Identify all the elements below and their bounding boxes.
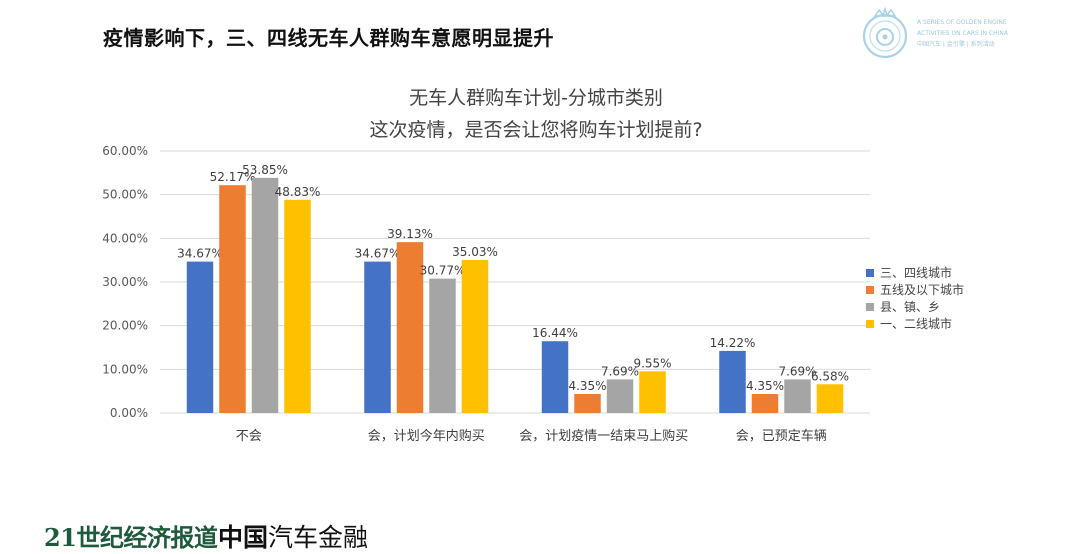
y-tick-label: 40.00% [102,231,148,245]
bar [461,260,489,413]
bar [574,394,601,413]
bar [606,379,634,413]
legend-swatch [866,268,874,277]
x-tick-label: 会，计划今年内购买 [368,428,485,444]
footer-brand-rest: 汽车金融 [268,523,369,552]
bar [816,384,844,413]
y-tick-label: 20.00% [102,319,148,333]
data-label: 34.67% [177,247,223,261]
data-label: 39.13% [387,227,433,241]
y-tick-label: 30.00% [102,275,148,289]
footer-brand-china-auto-finance: 中国汽车金融 [218,518,368,554]
data-label: 53.85% [242,163,288,177]
logo-line-3: 中国汽车 | 金引擎 | 系列活动 [917,41,995,48]
legend-label: 一、二线城市 [880,317,953,331]
legend-item: 县、镇、乡 [866,298,964,315]
chart-title: 无车人群购车计划-分城市类别 [409,87,663,109]
chart-subtitle: 这次疫情，是否会让您将购车计划提前? [369,119,703,141]
slide-title: 疫情影响下，三、四线无车人群购车意愿明显提升 [103,26,554,50]
x-tick-label: 会，计划疫情一结束马上购买 [519,428,688,444]
footer-brand-strong: 中国 [218,523,269,552]
legend-swatch [866,319,874,328]
legend-swatch [866,302,874,311]
bar [751,394,779,413]
data-label: 7.69% [778,364,816,378]
bar [284,199,311,413]
x-tick-label: 会，已预定车辆 [736,428,827,444]
data-label: 52.17% [210,170,256,184]
legend-item: 五线及以下城市 [866,281,964,298]
data-label: 9.55% [633,356,671,370]
legend-item: 三、四线城市 [866,264,964,281]
data-label: 14.22% [710,336,756,350]
footer-brand-21st-century: 21世纪经济报道 [44,523,218,552]
data-label: 6.58% [811,369,849,383]
logo-line-1: A SERIES OF GOLDEN ENGINE [917,19,1007,26]
legend-label: 三、四线城市 [880,266,953,280]
legend-item: 一、二线城市 [866,315,964,332]
y-tick-label: 0.00% [110,406,148,420]
data-label: 4.35% [568,379,606,393]
x-tick-label: 不会 [236,429,262,444]
data-label: 16.44% [532,326,578,340]
data-label: 34.67% [355,247,401,261]
bar [719,350,746,413]
data-label: 4.35% [746,379,784,393]
bar [396,242,424,413]
data-label: 30.77% [420,264,466,278]
data-label: 7.69% [601,364,639,378]
bar [541,341,569,413]
chart-legend: 三、四线城市 五线及以下城市 县、镇、乡 一、二线城市 [866,264,964,332]
bar [364,261,391,413]
bar [784,379,811,413]
y-tick-label: 10.00% [102,362,148,376]
logo-line-2: ACTIVITIES ON CARS IN CHINA [917,30,1008,37]
bar [186,261,214,413]
y-tick-label: 50.00% [102,188,148,202]
bar [219,185,246,413]
legend-label: 五线及以下城市 [880,283,965,297]
data-label: 48.83% [275,185,321,199]
legend-swatch [866,285,874,294]
bar [639,371,666,413]
data-label: 35.03% [452,245,498,259]
legend-label: 县、镇、乡 [880,300,941,314]
y-tick-label: 60.00% [102,144,148,158]
golden-engine-logo: A SERIES OF GOLDEN ENGINE ACTIVITIES ON … [857,6,1057,62]
golden-engine-emblem-icon [862,6,908,59]
bar [251,177,279,413]
bar [429,278,456,413]
